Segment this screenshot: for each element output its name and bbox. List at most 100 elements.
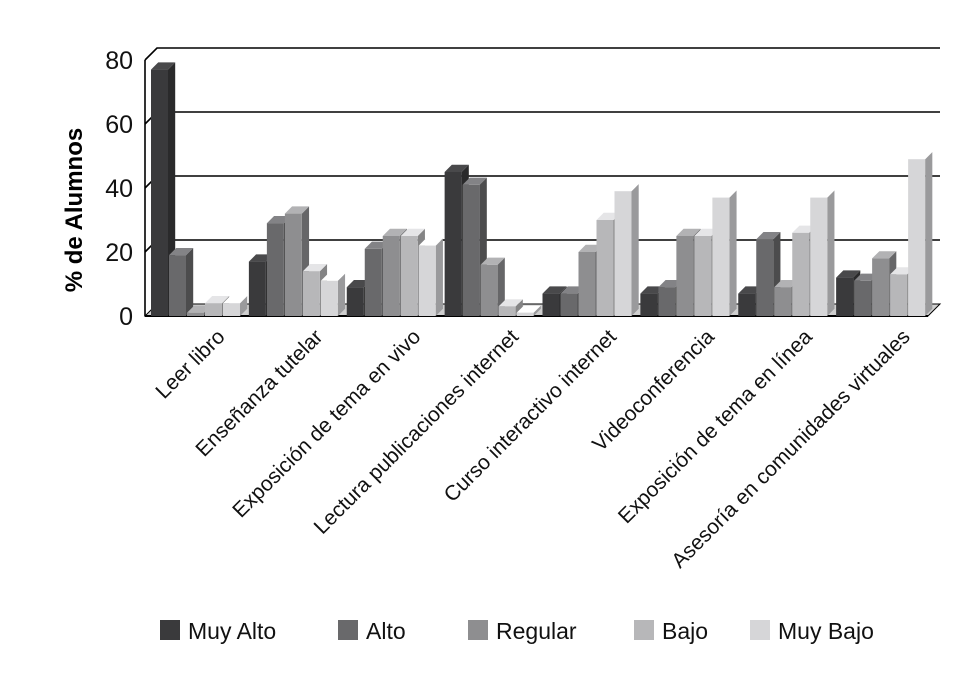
y-axis-label: % de Alumnos bbox=[61, 128, 88, 292]
legend-label: Alto bbox=[366, 618, 406, 644]
bar-top bbox=[712, 190, 737, 198]
bar-top bbox=[302, 264, 328, 272]
bar-front bbox=[480, 264, 498, 316]
legend-label: Bajo bbox=[662, 618, 708, 644]
y-tick-label: 20 bbox=[105, 239, 133, 267]
bar-front bbox=[836, 277, 854, 316]
bar-side bbox=[533, 305, 541, 316]
bar-side bbox=[827, 190, 835, 316]
bar-side bbox=[186, 248, 194, 316]
bar-front bbox=[248, 261, 266, 316]
bar-top bbox=[151, 62, 176, 70]
bar-top bbox=[205, 296, 230, 304]
bar-top bbox=[516, 305, 541, 313]
bar-front bbox=[266, 223, 284, 316]
legend-swatch bbox=[468, 620, 488, 640]
bar-top bbox=[872, 251, 897, 259]
bar bbox=[320, 273, 346, 316]
legend-label: Muy Alto bbox=[188, 618, 276, 644]
bar-top bbox=[400, 228, 425, 236]
bar-front bbox=[756, 239, 774, 316]
bar-top bbox=[320, 273, 346, 281]
gridline bbox=[144, 175, 940, 189]
bar-top bbox=[614, 184, 639, 192]
bar bbox=[223, 296, 248, 316]
gridline bbox=[144, 47, 940, 61]
legend-label: Regular bbox=[496, 618, 577, 644]
y-tick-label: 80 bbox=[105, 47, 133, 75]
bar-top bbox=[676, 228, 701, 236]
bar-top bbox=[542, 286, 567, 294]
bar-front bbox=[205, 303, 222, 316]
bar-front bbox=[346, 287, 364, 316]
y-tick-label: 0 bbox=[119, 303, 133, 331]
x-tick-label: Lectura publicaciones internet bbox=[310, 325, 524, 539]
bar-front bbox=[542, 293, 560, 316]
bar bbox=[614, 184, 639, 316]
bar-front bbox=[400, 236, 418, 316]
y-tick-label: 40 bbox=[105, 175, 133, 203]
legend-swatch bbox=[338, 620, 358, 640]
bar bbox=[712, 190, 737, 316]
bar-top bbox=[418, 238, 443, 246]
bar bbox=[516, 305, 541, 316]
bar-top bbox=[223, 296, 248, 304]
bar-front bbox=[614, 191, 632, 316]
bar-front bbox=[151, 69, 168, 316]
bar-side bbox=[515, 299, 523, 316]
legend-label: Muy Bajo bbox=[778, 618, 874, 644]
bar bbox=[480, 257, 505, 316]
legend-swatch bbox=[750, 620, 770, 640]
bar-front bbox=[320, 280, 338, 316]
bar-top bbox=[756, 232, 781, 240]
bar-front bbox=[418, 245, 436, 316]
legend-item: Alto bbox=[338, 618, 406, 644]
y-axis-ticks: 0 20 40 60 80 bbox=[105, 47, 133, 331]
bar-front bbox=[560, 293, 578, 316]
x-tick-label: Curso interactivo internet bbox=[440, 325, 621, 506]
bar-front bbox=[810, 197, 828, 316]
bar-top bbox=[382, 228, 407, 236]
bar bbox=[418, 238, 443, 316]
bar-top bbox=[498, 299, 523, 307]
bar-front bbox=[302, 271, 320, 316]
bar-side bbox=[925, 152, 933, 316]
bar-front bbox=[444, 172, 462, 316]
bar-top bbox=[908, 152, 933, 160]
bar bbox=[810, 190, 835, 316]
bar-front bbox=[382, 236, 400, 316]
bar-top bbox=[480, 257, 505, 265]
bar-front bbox=[169, 255, 186, 316]
bar-side bbox=[435, 238, 443, 316]
bar-front bbox=[498, 306, 516, 316]
legend-item: Muy Alto bbox=[160, 618, 276, 644]
bar-top bbox=[836, 270, 861, 278]
y-tick-label: 60 bbox=[105, 111, 133, 139]
bar-front bbox=[187, 312, 204, 316]
bar-front bbox=[640, 293, 658, 316]
bar-front bbox=[908, 159, 926, 316]
bar-front bbox=[792, 232, 810, 316]
bar-front bbox=[890, 274, 908, 316]
bar-front bbox=[854, 280, 872, 316]
bar-front bbox=[223, 303, 240, 316]
bar bbox=[908, 152, 933, 316]
legend: Muy Alto Alto Regular Bajo Muy Bajo bbox=[160, 618, 874, 644]
bar-front bbox=[712, 197, 730, 316]
x-tick-label: Leer libro bbox=[151, 325, 229, 403]
bar-side bbox=[729, 190, 737, 316]
bar-front bbox=[516, 312, 534, 316]
bar-front bbox=[738, 293, 756, 316]
bar-front bbox=[364, 248, 382, 316]
legend-swatch bbox=[160, 620, 180, 640]
bar-front bbox=[284, 213, 302, 316]
bar-top bbox=[462, 177, 487, 185]
bar bbox=[169, 248, 194, 316]
bar-front bbox=[578, 252, 596, 316]
x-tick-label: Exposición de tema en línea bbox=[614, 325, 817, 528]
legend-item: Regular bbox=[468, 618, 577, 644]
bar-side bbox=[631, 184, 639, 316]
bar-front bbox=[462, 184, 480, 316]
